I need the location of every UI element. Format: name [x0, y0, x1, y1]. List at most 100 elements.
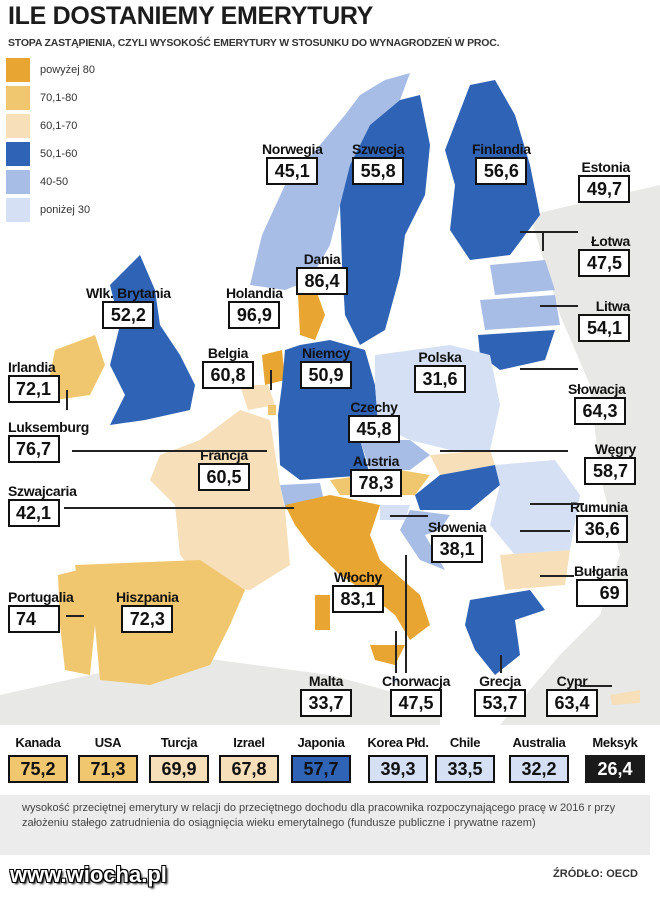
label-bulgaria: Bułgaria 69: [574, 563, 628, 607]
country-name: Portugalia: [8, 589, 74, 605]
country-name: Rumunia: [570, 499, 628, 515]
other-country: USA 71,3: [76, 735, 140, 783]
country-name: Finlandia: [472, 141, 531, 157]
country-value: 53,7: [474, 689, 526, 717]
label-rumunia: Rumunia 36,6: [570, 499, 628, 543]
country-value: 47,5: [578, 249, 630, 277]
legend-label: powyżej 80: [40, 64, 96, 76]
country-value: 42,1: [8, 499, 60, 527]
country-name: Niemcy: [301, 345, 350, 361]
label-norwegia: Norwegia 45,1: [262, 141, 323, 185]
other-country-value: 57,7: [291, 755, 351, 783]
label-malta: Malta 33,7: [300, 673, 352, 717]
other-country-name: Kanada: [15, 735, 61, 750]
other-country-value: 32,2: [509, 755, 569, 783]
label-irlandia: Irlandia 72,1: [8, 359, 60, 403]
legend-swatch: [6, 170, 30, 194]
shape-cypr: [610, 690, 640, 705]
legend-item: 40-50: [6, 170, 136, 194]
shape-lotwa: [480, 295, 560, 330]
footnote-box: wysokość przeciętnej emerytury w relacji…: [0, 795, 650, 855]
label-szwecja: Szwecja 55,8: [352, 141, 405, 185]
leader-line: [66, 615, 84, 617]
other-country: Meksyk 26,4: [580, 735, 650, 783]
other-country-name: Korea Płd.: [367, 735, 429, 750]
leader-line: [580, 685, 612, 687]
leader-line: [520, 231, 578, 233]
country-value: 72,3: [121, 605, 174, 633]
country-name: Belgia: [207, 345, 249, 361]
other-country-value: 75,2: [8, 755, 68, 783]
shape-irlandia: [50, 335, 105, 400]
footnote-text: wysokość przeciętnej emerytury w relacji…: [22, 802, 616, 829]
shape-wlk-brytania: [110, 255, 195, 425]
country-value: 69: [575, 579, 628, 607]
other-country-value: 71,3: [78, 755, 138, 783]
country-value: 60,8: [202, 361, 254, 389]
label-niemcy: Niemcy 50,9: [300, 345, 352, 389]
shape-luksemburg: [268, 405, 276, 415]
leader-line: [66, 390, 68, 410]
label-szwajcaria: Szwajcaria 42,1: [8, 483, 77, 527]
country-name: Węgry: [594, 441, 637, 457]
label-cypr: Cypr 63,4: [546, 673, 598, 717]
label-grecja: Grecja 53,7: [474, 673, 526, 717]
shape-chorwacja: [400, 510, 450, 570]
legend-label: 60,1-70: [40, 120, 78, 132]
country-value: 54,1: [578, 314, 630, 342]
other-country: Korea Płd. 39,3: [358, 735, 438, 783]
country-name: Austria: [352, 453, 400, 469]
label-wegry: Węgry 58,7: [584, 441, 636, 485]
label-portugalia: Portugalia 74: [8, 589, 74, 633]
label-dania: Dania 86,4: [296, 251, 348, 295]
label-czechy: Czechy 45,8: [348, 399, 400, 443]
country-name: Dania: [303, 251, 341, 267]
country-value: 86,4: [296, 267, 348, 295]
label-finlandia: Finlandia 56,6: [472, 141, 531, 185]
leader-line: [530, 503, 584, 505]
leader-line: [440, 450, 568, 452]
country-value: 38,1: [431, 535, 484, 563]
shape-polska: [375, 345, 500, 450]
label-wlochy: Włochy 83,1: [332, 569, 384, 613]
leader-line: [405, 555, 407, 673]
other-country: Australia 32,2: [502, 735, 576, 783]
other-country-value: 26,4: [585, 755, 645, 783]
other-country-value: 33,5: [435, 755, 495, 783]
shape-norwegia: [250, 73, 410, 290]
other-country-name: Turcja: [160, 735, 198, 750]
europe-map: powyżej 80 70,1-80 60,1-70 50,1-60 40-50…: [0, 55, 660, 725]
country-name: Cypr: [556, 673, 588, 689]
other-country: Turcja 69,9: [146, 735, 212, 783]
shape-wlochy: [285, 495, 430, 640]
other-country-name: USA: [94, 735, 122, 750]
country-value: 55,8: [352, 157, 405, 185]
other-country-name: Australia: [512, 735, 566, 750]
country-name: Grecja: [479, 673, 521, 689]
country-name: Luksemburg: [8, 419, 90, 435]
leader-line: [64, 507, 294, 509]
shape-slowacja: [430, 450, 495, 475]
legend-swatch: [6, 86, 30, 110]
country-value: 45,8: [348, 415, 400, 443]
leader-line: [72, 450, 267, 452]
other-country: Chile 33,5: [432, 735, 498, 783]
country-value: 58,7: [584, 457, 636, 485]
country-value: 52,2: [102, 301, 155, 329]
shape-portugalia: [58, 570, 95, 675]
leader-line: [395, 631, 397, 673]
legend: powyżej 80 70,1-80 60,1-70 50,1-60 40-50…: [6, 58, 136, 226]
other-countries-row: Kanada 75,2 USA 71,3 Turcja 69,9 Izrael …: [0, 735, 660, 785]
country-value: 64,3: [573, 397, 626, 425]
label-estonia: Estonia 49,7: [578, 159, 630, 203]
label-luksemburg: Luksemburg 76,7: [8, 419, 89, 463]
country-value: 45,1: [266, 157, 319, 185]
leader-line: [270, 370, 272, 390]
other-country-value: 39,3: [368, 755, 428, 783]
country-value: 96,9: [228, 301, 281, 329]
shape-bulgaria: [500, 550, 570, 590]
country-value: 63,4: [546, 689, 598, 717]
leader-line: [390, 515, 428, 517]
legend-swatch: [6, 142, 30, 166]
label-austria: Austria 78,3: [350, 453, 402, 497]
